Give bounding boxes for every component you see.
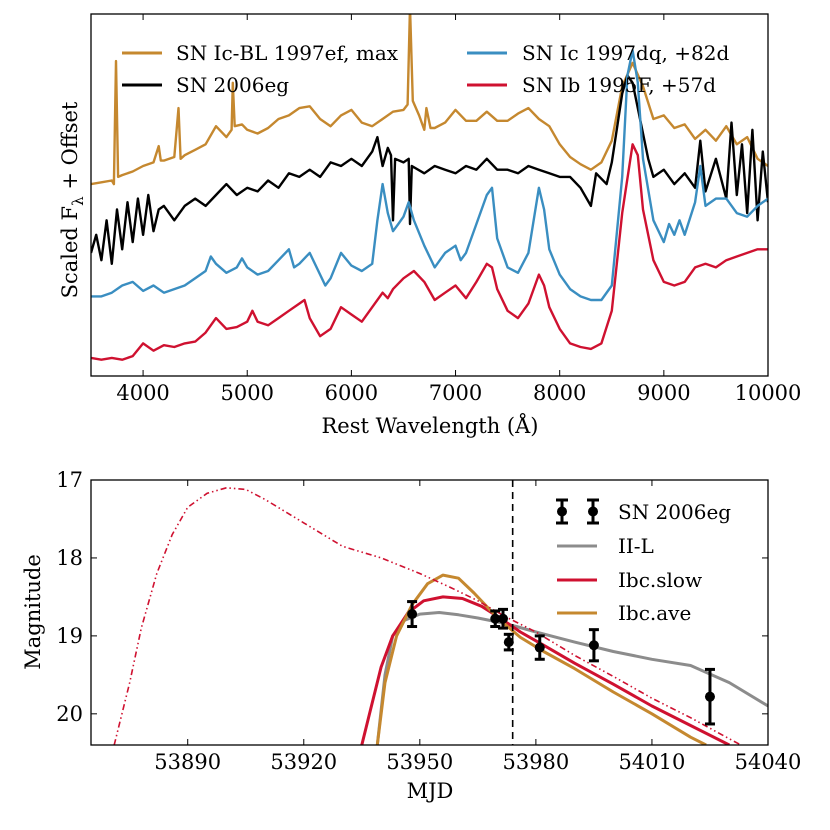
legend-entry-1995f: SN Ib 1995F, +57d — [467, 73, 716, 97]
legend-label-2006eg: SN 2006eg — [176, 73, 289, 97]
observation-point — [588, 628, 599, 663]
lightcurve-x-axis-title: MJD — [407, 779, 454, 803]
spectra-x-tick-label: 4000 — [116, 381, 169, 405]
spectra-x-tick-label: 7000 — [429, 381, 482, 405]
observation-point — [503, 632, 514, 652]
lightcurve-y-ticks: 17 18 19 20 — [56, 468, 768, 726]
lightcurve-panel: 53890 53920 53950 53980 54010 54040 17181920 … — [21, 468, 801, 803]
lightcurve-line-ibc-slow-early — [113, 487, 742, 745]
legend-label-ibc-ave: Ibc.ave — [618, 601, 691, 625]
lightcurve-y-tick-label: 17 — [56, 468, 83, 492]
observation-marker — [490, 613, 501, 624]
legend-label-1995f: SN Ib 1995F, +57d — [522, 73, 716, 97]
lightcurve-y-tick-label: 18 — [56, 546, 83, 570]
lightcurve-observations — [407, 600, 715, 726]
lightcurve-x-tick-label: 54010 — [619, 750, 686, 774]
spectrum-line-sn-2006eg — [91, 74, 768, 265]
spectra-x-axis-title: Rest Wavelength (Å) — [321, 413, 538, 438]
spectra-legend: SN Ic-BL 1997ef, max SN 2006eg SN Ic 199… — [122, 41, 729, 97]
spectra-y-axis-title-subscript: λ — [69, 196, 87, 206]
legend-entry-1997ef: SN Ic-BL 1997ef, max — [122, 41, 399, 65]
lightcurve-y-axis-title: Magnitude — [21, 554, 45, 670]
spectra-y-axis-title: Scaled Fλ + Offset — [58, 101, 87, 298]
legend-label-1997ef: SN Ic-BL 1997ef, max — [176, 41, 399, 65]
spectra-y-axis-title-main: Scaled F — [58, 206, 82, 299]
spectra-x-tick-label: 9000 — [637, 381, 690, 405]
observation-point — [498, 607, 509, 630]
lightcurve-x-tick-label: 54040 — [735, 750, 802, 774]
legend-marker-left — [557, 506, 567, 517]
legend-label-1997dq: SN Ic 1997dq, +82d — [522, 41, 729, 65]
observation-marker — [704, 691, 715, 702]
lightcurve-line-ibc-ave — [375, 573, 707, 745]
lightcurve-line-ibc-slow — [360, 595, 730, 745]
lightcurve-y-tick-label: 19 — [56, 624, 83, 648]
observation-marker — [503, 637, 514, 648]
spectrum-line-sn-ic-1997dq-82d — [91, 49, 768, 302]
observation-marker — [588, 640, 599, 651]
observation-marker — [407, 609, 418, 620]
spectra-x-ticks: 4000 5000 6000 7000 8000 9000 10000 — [116, 14, 801, 405]
spectra-x-tick-label: 10000 — [735, 381, 802, 405]
spectra-series-group — [91, 14, 768, 361]
lightcurve-x-tick-label: 53890 — [154, 750, 221, 774]
spectrum-line-sn-ib-1995f-57d — [91, 143, 768, 361]
legend-entry-ibc-slow: Ibc.slow — [557, 568, 702, 592]
legend-entry-observations: SN 2006eg — [556, 498, 731, 525]
lightcurve-x-tick-label: 53950 — [386, 750, 453, 774]
legend-label-ibc-slow: Ibc.slow — [618, 568, 702, 592]
lightcurve-axes-frame — [90, 479, 769, 746]
observation-marker — [534, 642, 545, 653]
lightcurve-y-tick-label: 20 — [56, 702, 83, 726]
spectra-axes-frame — [90, 13, 769, 377]
legend-entry-iil: II-L — [557, 534, 654, 558]
observation-point — [490, 609, 501, 629]
observation-point — [704, 667, 715, 726]
observation-point — [534, 634, 545, 661]
legend-marker-right — [588, 506, 598, 517]
legend-label-iil: II-L — [618, 534, 654, 558]
spectra-x-tick-label: 8000 — [533, 381, 586, 405]
legend-entry-1997dq: SN Ic 1997dq, +82d — [467, 41, 729, 65]
spectra-x-tick-label: 6000 — [325, 381, 378, 405]
legend-label-sn2006eg: SN 2006eg — [618, 500, 731, 524]
observation-point — [407, 600, 418, 629]
lightcurve-x-tick-label: 53920 — [270, 750, 337, 774]
spectra-x-tick-label: 5000 — [221, 381, 274, 405]
observation-marker — [498, 613, 509, 624]
lightcurve-legend: SN 2006eg II-L Ibc.slow Ibc.ave — [556, 498, 731, 625]
legend-entry-ibc-ave: Ibc.ave — [557, 601, 691, 625]
spectra-panel: 4000 5000 6000 7000 8000 9000 10000 SN Ic-BL 1… — [58, 13, 801, 438]
lightcurve-x-ticks: 53890 53920 53950 53980 54010 54040 — [154, 480, 801, 774]
legend-entry-2006eg: SN 2006eg — [122, 73, 289, 97]
lightcurve-x-tick-label: 53980 — [502, 750, 569, 774]
spectra-y-axis-title-suffix: + Offset — [58, 101, 82, 196]
